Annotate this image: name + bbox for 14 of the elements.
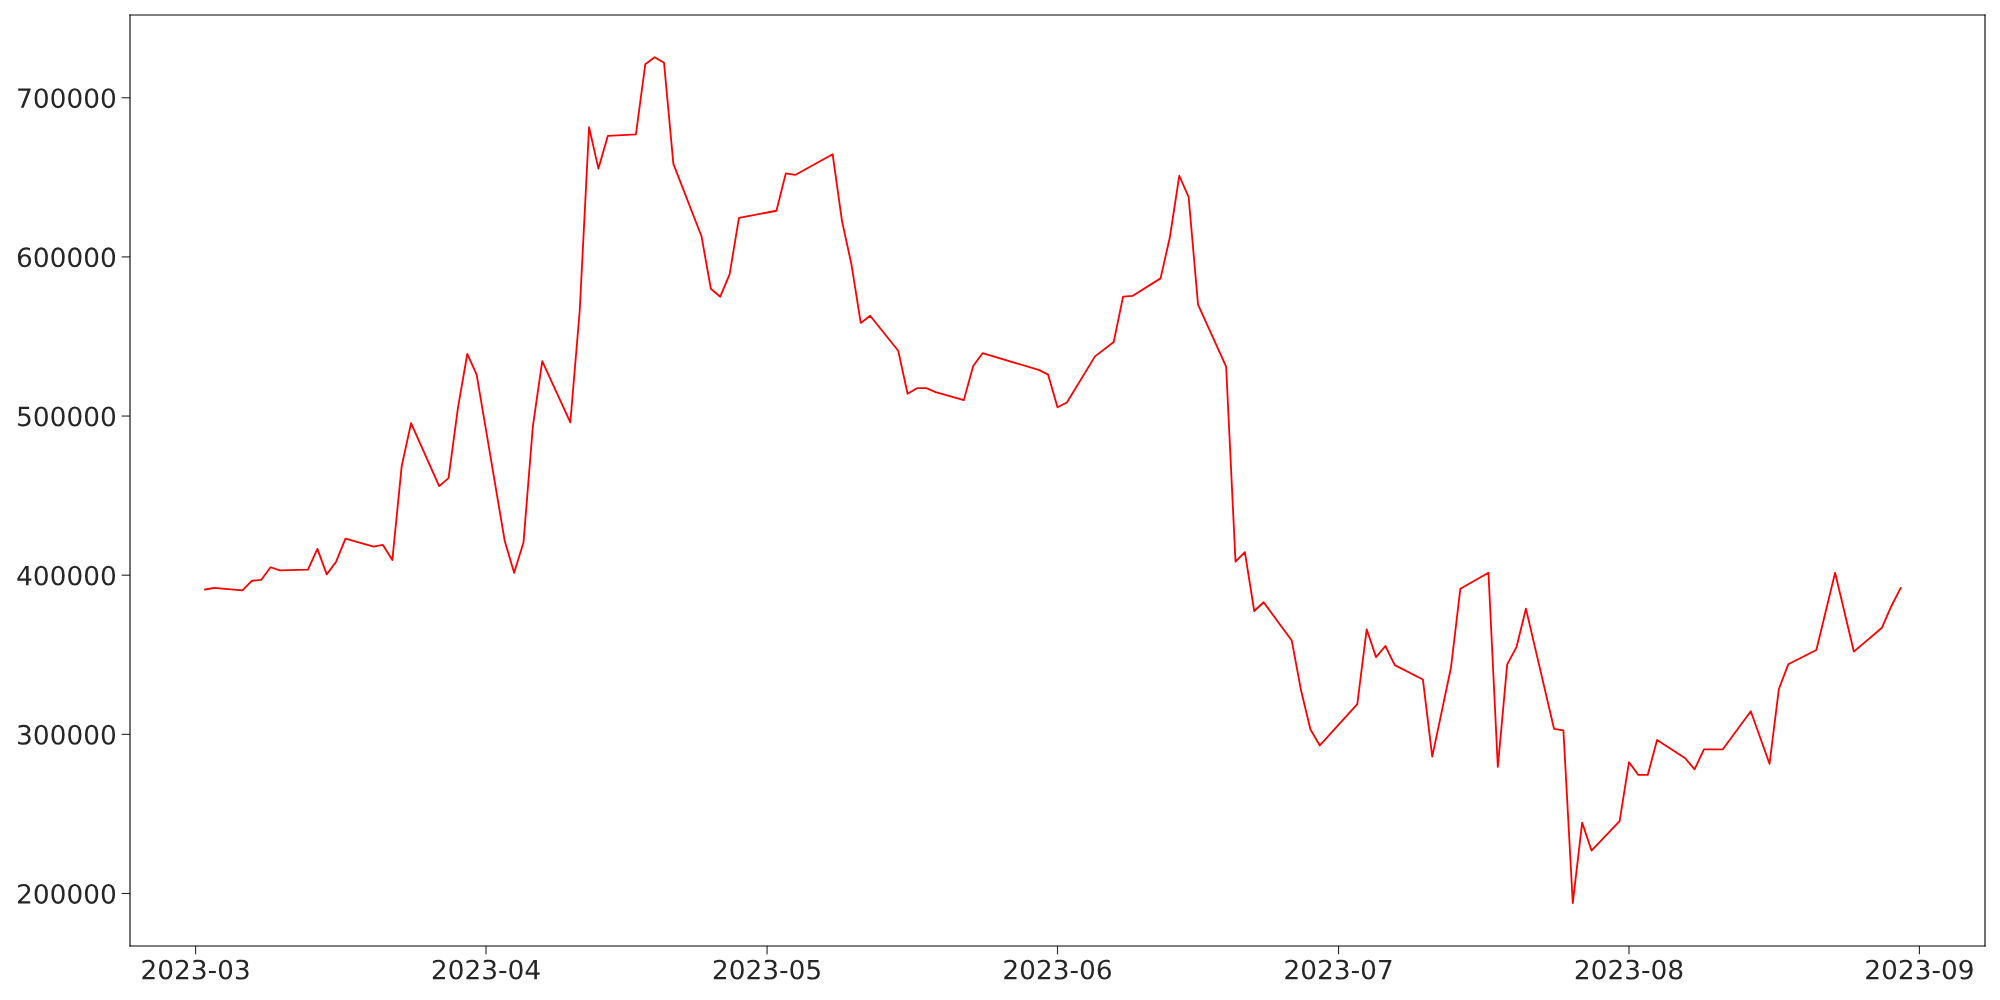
- y-tick-label: 400000: [17, 565, 116, 586]
- x-tick-label: 2023-06: [1004, 959, 1111, 980]
- x-tick-label: 2023-09: [1866, 959, 1973, 980]
- x-tick-label: 2023-07: [1285, 959, 1392, 980]
- x-tick-label: 2023-03: [142, 959, 249, 980]
- y-tick-label: 600000: [17, 247, 116, 268]
- y-tick-label: 300000: [18, 724, 116, 745]
- x-tick-label: 2023-04: [432, 959, 540, 980]
- y-tick-label: 500000: [18, 406, 116, 427]
- y-tick-label: 200000: [18, 883, 116, 904]
- x-tick-label: 2023-05: [713, 959, 820, 980]
- y-tick-label: 700000: [18, 88, 116, 109]
- x-tick-label: 2023-08: [1575, 959, 1683, 980]
- line-series: [204, 56, 1902, 904]
